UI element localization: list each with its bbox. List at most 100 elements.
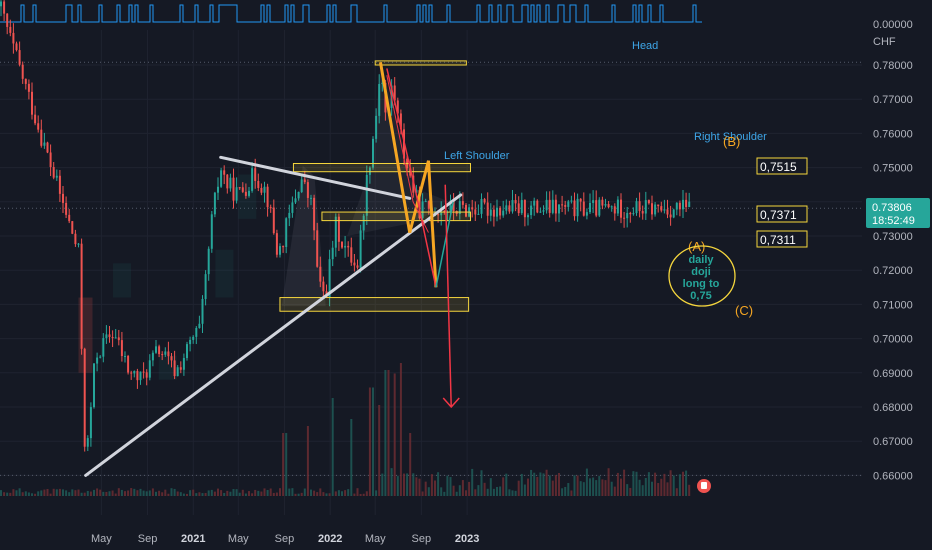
- candle-body: [155, 346, 157, 353]
- volume-bar: [139, 488, 142, 496]
- volume-bar: [71, 489, 74, 496]
- volume-bar: [325, 493, 328, 496]
- highlight-block: [113, 263, 132, 298]
- level-label-0-7311: 0,7311: [760, 233, 796, 247]
- volume-bar: [368, 387, 371, 496]
- volume-bar: [127, 490, 130, 496]
- volume-bar: [65, 490, 68, 496]
- candle-body: [520, 200, 523, 214]
- projection-arrowhead: [442, 397, 460, 409]
- volume-bar: [604, 480, 607, 496]
- candle-body: [601, 199, 604, 206]
- volume-bar: [595, 480, 598, 496]
- y-tick-label: 0.70000: [873, 334, 913, 346]
- alert-icon[interactable]: [697, 479, 711, 493]
- candle-body: [502, 210, 505, 216]
- volume-bar: [133, 488, 136, 496]
- candle-body: [483, 199, 486, 203]
- volume-bar: [145, 491, 148, 496]
- volume-bar: [657, 483, 660, 496]
- candle-body: [151, 352, 154, 361]
- volume-bar: [396, 476, 399, 496]
- candle-body: [167, 351, 170, 357]
- candle-body: [260, 187, 263, 193]
- candle-body: [365, 174, 368, 216]
- volume-bar: [530, 469, 533, 496]
- candle-body: [663, 209, 666, 211]
- volume-bar: [93, 489, 95, 496]
- candle-body: [322, 281, 325, 292]
- volume-bar: [62, 489, 64, 496]
- volume-bar: [492, 488, 495, 496]
- volume-bar: [300, 492, 303, 496]
- candle-body: [362, 215, 365, 231]
- volume-bar: [567, 483, 570, 496]
- candle-body: [232, 177, 235, 201]
- volume-bar: [3, 492, 6, 496]
- candle-body: [576, 198, 579, 217]
- candle-body: [244, 191, 247, 196]
- candle-body: [77, 243, 80, 245]
- volume-bar: [359, 493, 362, 496]
- candle-body: [238, 187, 241, 189]
- candle-body: [669, 214, 672, 218]
- volume-bar: [282, 433, 285, 496]
- candle-body: [589, 202, 591, 213]
- candle-body: [303, 179, 306, 183]
- candle-body: [40, 129, 43, 146]
- candle-body: [62, 193, 64, 203]
- wave-c-label: (C): [735, 303, 753, 318]
- candle-body: [68, 214, 71, 222]
- candle-body: [647, 200, 650, 204]
- volume-bar: [0, 490, 2, 496]
- candle-body: [579, 198, 582, 202]
- volume-bar: [527, 478, 529, 496]
- candle-body: [492, 209, 495, 217]
- candle-body: [223, 170, 226, 175]
- volume-bar: [89, 491, 92, 496]
- y-tick-label: 0.73000: [873, 231, 913, 243]
- volume-bar: [306, 426, 309, 496]
- volume-bar: [310, 489, 312, 496]
- x-tick-label: May: [365, 533, 386, 545]
- x-tick-label: Sep: [412, 533, 432, 545]
- price-zone-3: [279, 297, 470, 312]
- trendlines[interactable]: [84, 155, 463, 477]
- volume-bar: [372, 387, 374, 496]
- candle-body: [80, 243, 83, 349]
- volume-bar: [607, 468, 610, 496]
- volume-bar: [399, 363, 402, 496]
- price-zone-2: [321, 211, 471, 222]
- candle-body: [688, 201, 691, 208]
- volume-bar: [167, 493, 170, 496]
- candle-body: [241, 187, 244, 192]
- volume-bar: [15, 490, 18, 496]
- volume-bar: [477, 485, 480, 496]
- volume-bar: [337, 490, 340, 496]
- volume-bar: [350, 419, 353, 496]
- volume-bar: [461, 480, 464, 496]
- candle-body: [477, 213, 480, 215]
- x-tick-label: 2022: [318, 533, 342, 545]
- candle-body: [496, 207, 498, 217]
- candle-body: [9, 26, 12, 33]
- candle-body: [89, 407, 92, 439]
- volume-bar: [173, 488, 176, 496]
- candle-body: [288, 212, 291, 219]
- volume-bar: [434, 480, 436, 496]
- candle-body: [623, 217, 626, 219]
- volume-bar: [663, 473, 666, 496]
- wave-path[interactable]: [378, 62, 460, 409]
- volume-bar: [55, 489, 58, 496]
- candle-body: [440, 210, 443, 216]
- volume-bar: [182, 493, 185, 496]
- candle-body: [685, 199, 688, 208]
- volume-bar: [136, 490, 139, 496]
- volume-bar: [545, 469, 548, 496]
- price-zone-1: [292, 162, 471, 173]
- candle-body: [43, 142, 46, 146]
- horizontal-zones[interactable]: [279, 60, 471, 312]
- volume-bar: [458, 485, 461, 496]
